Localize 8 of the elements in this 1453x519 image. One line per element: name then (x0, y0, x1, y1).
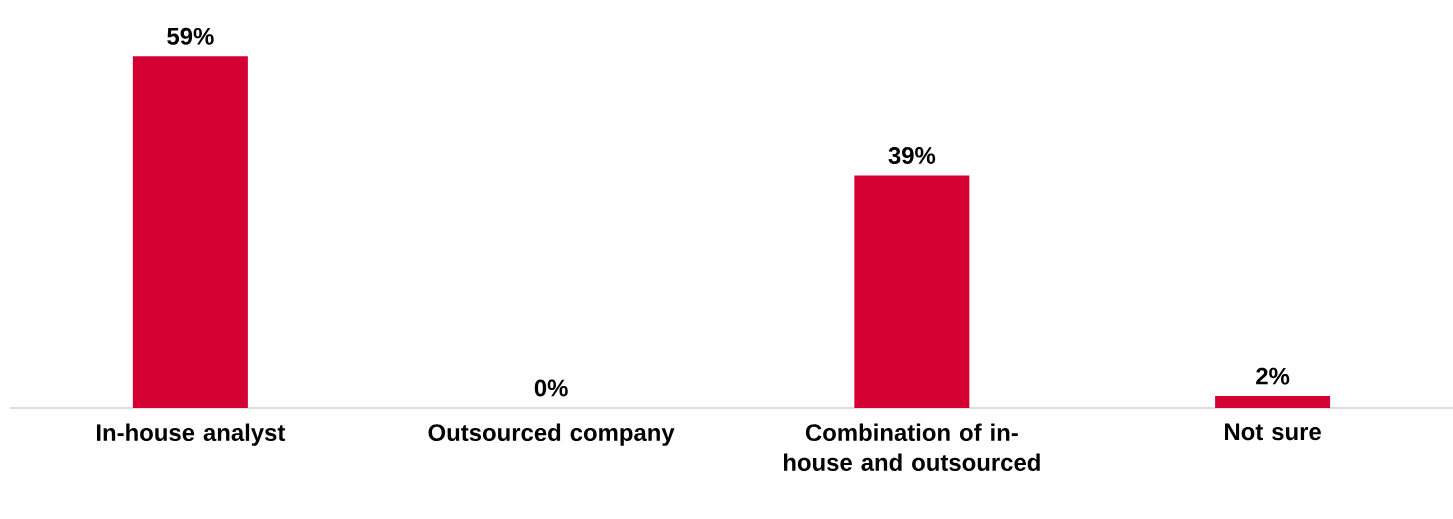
x-tick-label: In-house analyst (96, 423, 286, 446)
x-tick-label: Not sure (1225, 423, 1321, 441)
x-tick-label: Combination of in-house and outsourced (784, 423, 1040, 471)
data-label: 59% (167, 27, 214, 45)
data-label: 2% (1256, 367, 1290, 385)
data-label: 0% (534, 379, 568, 397)
x-tick-label: Outsourced company (428, 423, 675, 446)
data-label: 39% (888, 147, 936, 164)
